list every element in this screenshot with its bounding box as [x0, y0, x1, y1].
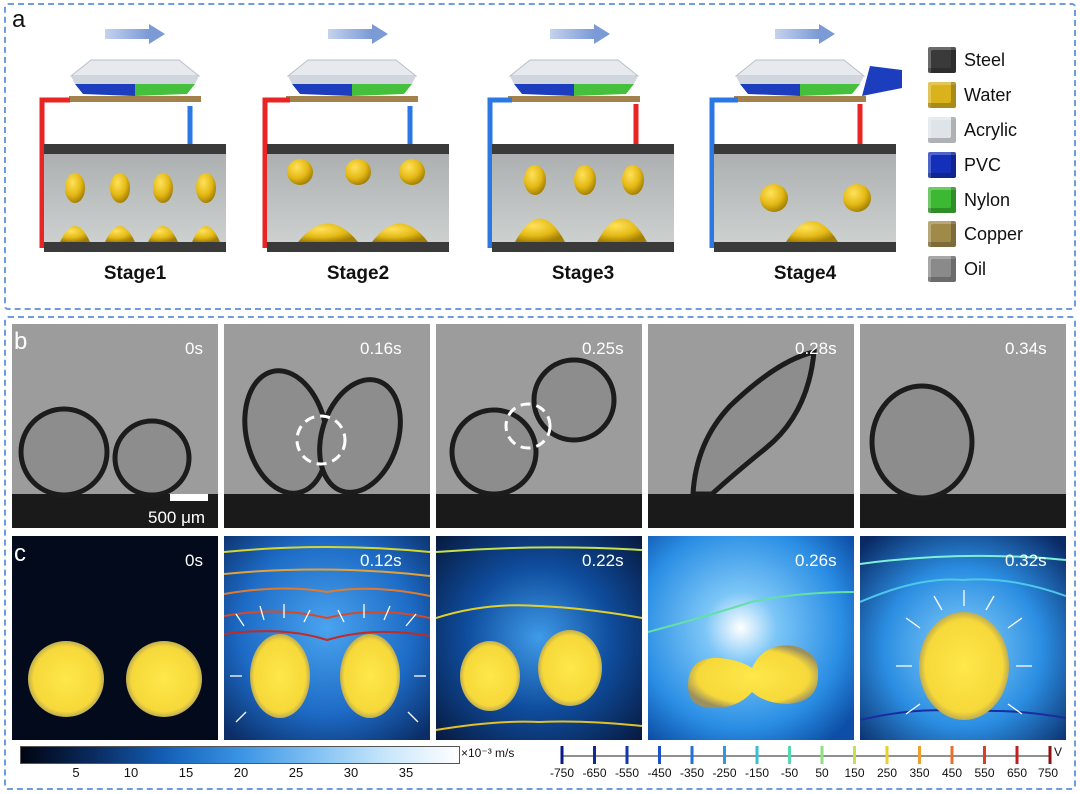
panel-b-frame-2 [224, 324, 430, 528]
panel-c-time-3: 0.22s [582, 551, 624, 570]
velocity-tick: 35 [398, 765, 414, 780]
panel-b-time-4: 0.28s [795, 339, 837, 358]
velocity-tick: 30 [343, 765, 359, 780]
panel-bc-box [4, 316, 1076, 790]
panel-c-frame-5 [860, 536, 1066, 740]
legend-label-steel: Steel [964, 49, 1006, 70]
legend-item-copper: Copper [928, 220, 1023, 248]
potential-tick: 50 [815, 766, 829, 780]
legend-label-oil: Oil [964, 258, 986, 279]
panel-c-label: c [14, 540, 26, 567]
legend-swatch-nylon [928, 187, 956, 213]
legend-label-pvc: PVC [964, 154, 1002, 175]
potential-tick: -750 [549, 766, 575, 780]
potential-tick: 550 [974, 766, 995, 780]
panel-c-time-2: 0.12s [360, 551, 402, 570]
panel-b-time-2: 0.16s [360, 339, 402, 358]
potential-tick: -250 [712, 766, 737, 780]
legend-label-nylon: Nylon [964, 189, 1011, 210]
potential-colorbar [560, 746, 1052, 764]
potential-unit: V [1054, 745, 1063, 759]
panel-c-frame-2 [224, 536, 430, 740]
velocity-tick: 15 [178, 765, 194, 780]
panel-b-frame-4 [648, 324, 854, 528]
velocity-tick: 20 [233, 765, 249, 780]
panel-c-time-5: 0.32s [1005, 551, 1047, 570]
legend-item-nylon: Nylon [928, 186, 1010, 214]
panel-a-label: a [12, 6, 26, 33]
potential-tick: -50 [780, 766, 799, 780]
legend-item-oil: Oil [928, 255, 986, 283]
legend-swatch-water [928, 82, 956, 108]
stage-label-2: Stage2 [326, 263, 390, 284]
potential-tick: -450 [647, 766, 672, 780]
velocity-colorbar [20, 746, 460, 764]
panel-b-frame-3 [436, 324, 642, 528]
panel-c-frame-1 [12, 536, 218, 740]
panel-b-frame-5 [860, 324, 1066, 528]
panel-b-time-3: 0.25s [582, 339, 624, 358]
panel-c-frame-3 [436, 536, 642, 740]
panel-a-schematic [39, 24, 902, 252]
potential-tick: -150 [744, 766, 770, 780]
potential-tick: -550 [614, 766, 640, 780]
legend-item-steel: Steel [928, 46, 1005, 74]
panel-c-frame-4 [648, 536, 854, 740]
panel-b-time-5: 0.34s [1005, 339, 1047, 358]
velocity-tick: 10 [123, 765, 139, 780]
potential-tick: 450 [941, 766, 963, 780]
legend-label-copper: Copper [964, 223, 1024, 244]
panel-a-box [4, 3, 1076, 310]
potential-tick: 250 [876, 766, 898, 780]
potential-tick: -350 [679, 766, 705, 780]
legend-swatch-acrylic [928, 117, 956, 143]
stage-label-1: Stage1 [103, 263, 167, 284]
legend-label-water: Water [964, 84, 1012, 105]
legend-item-water: Water [928, 81, 1011, 109]
potential-tick: 650 [1006, 766, 1028, 780]
panel-b-label: b [14, 328, 28, 355]
legend-item-acrylic: Acrylic [928, 116, 1017, 144]
panel-c-time-4: 0.26s [795, 551, 837, 570]
panel-b-frame-1 [12, 324, 218, 528]
legend-swatch-pvc [928, 152, 956, 178]
velocity-tick: 5 [72, 765, 80, 780]
stage-label-4: Stage4 [773, 263, 837, 284]
potential-tick: 150 [844, 766, 865, 780]
potential-tick: 750 [1037, 766, 1059, 780]
legend-item-pvc: PVC [928, 151, 1001, 179]
velocity-tick: 25 [288, 765, 304, 780]
legend-swatch-steel [928, 47, 956, 73]
stage-label-3: Stage3 [551, 263, 615, 284]
legend-label-acrylic: Acrylic [964, 119, 1017, 140]
panel-c-time-1: 0s [185, 551, 203, 570]
scale-bar-label: 500 μm [148, 508, 206, 527]
velocity-unit: ×10⁻³ m/s [461, 746, 515, 760]
potential-tick: 350 [909, 766, 930, 780]
legend-swatch-copper [928, 221, 956, 247]
potential-tick: -650 [582, 766, 607, 780]
legend-swatch-oil [928, 256, 956, 282]
panel-b-time-1: 0s [185, 339, 203, 358]
